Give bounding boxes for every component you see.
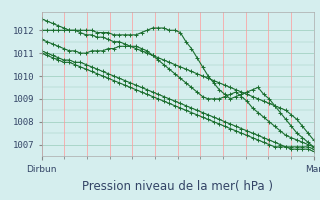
X-axis label: Pression niveau de la mer( hPa ): Pression niveau de la mer( hPa ) bbox=[82, 180, 273, 193]
